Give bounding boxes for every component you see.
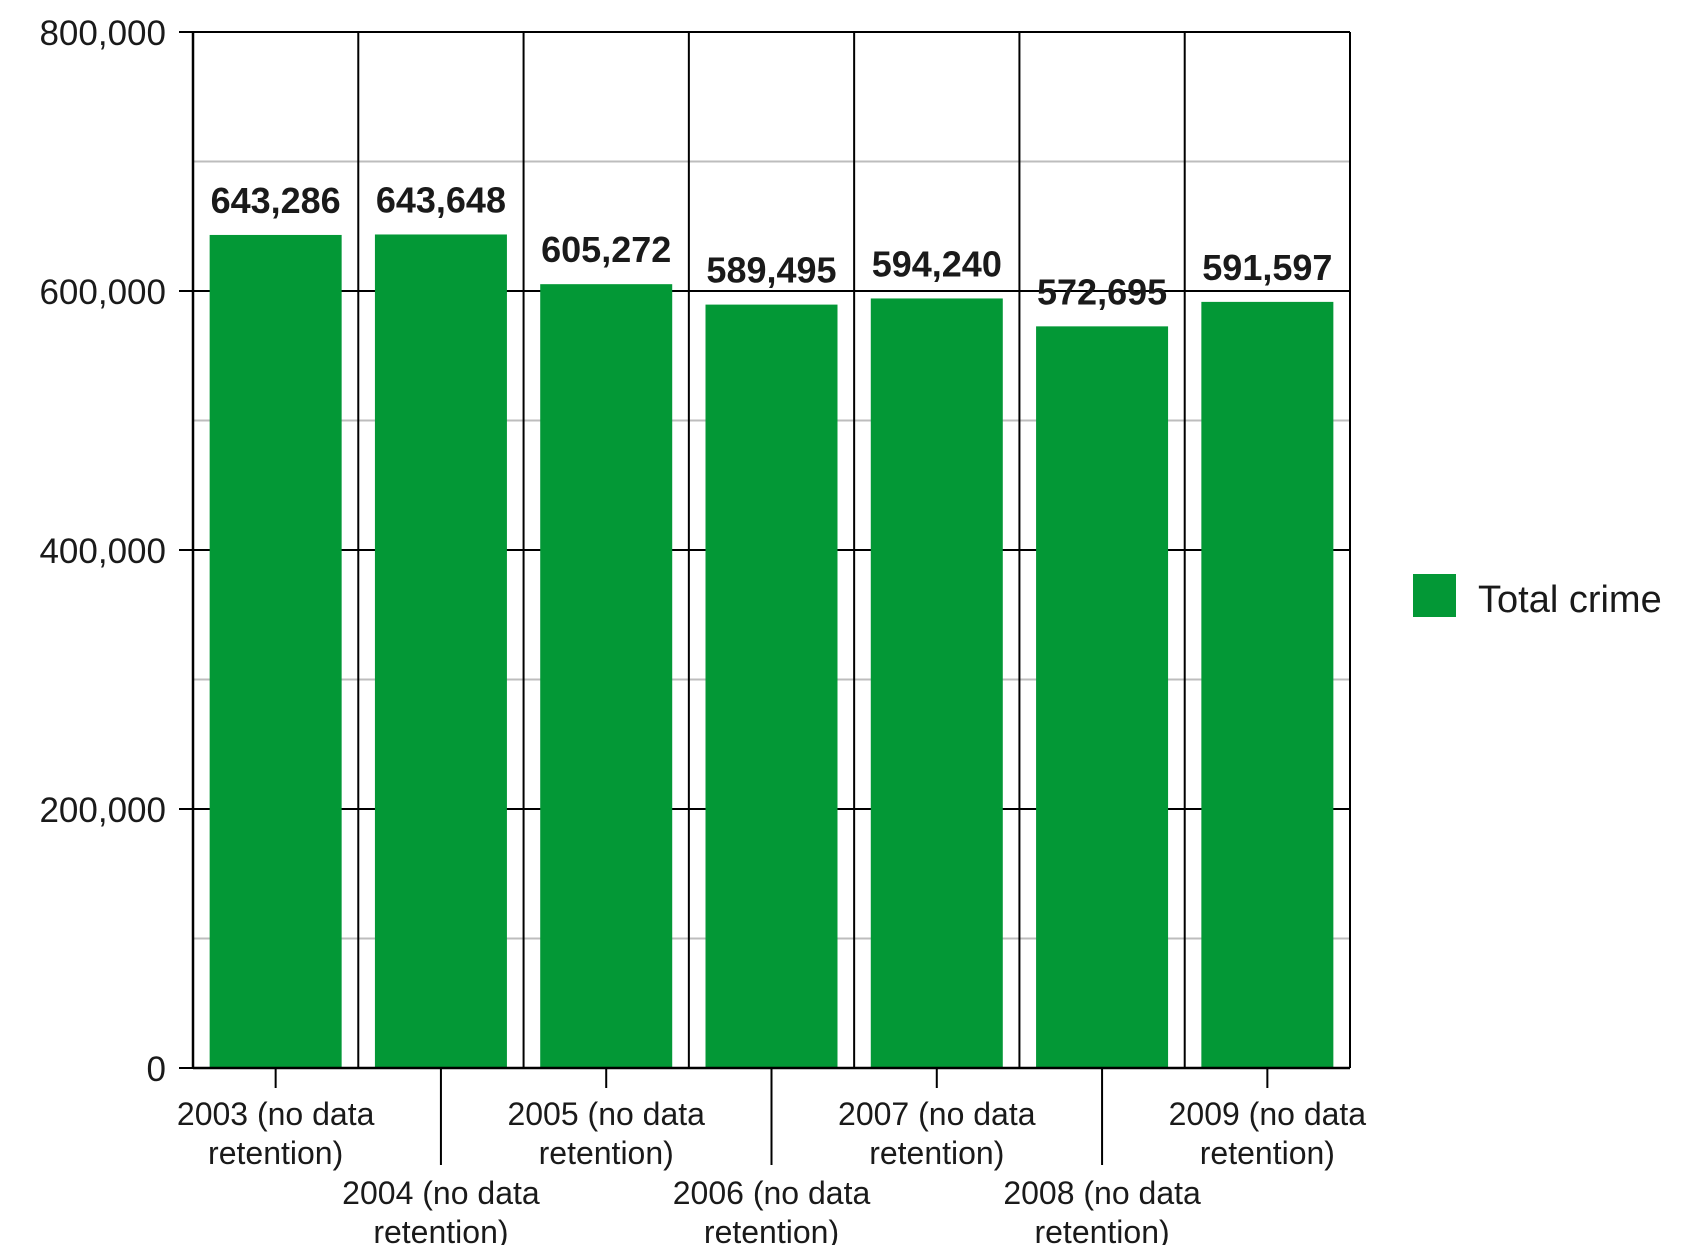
legend-swatch — [1413, 574, 1456, 617]
y-tick-label: 600,000 — [39, 273, 166, 312]
bar — [374, 234, 507, 1069]
x-category-label: 2009 (no data — [1169, 1096, 1367, 1132]
x-category-label: 2005 (no data — [507, 1096, 705, 1132]
data-label: 643,648 — [376, 179, 506, 220]
y-tick-label: 400,000 — [39, 532, 166, 571]
x-category-label: 2006 (no data — [673, 1175, 871, 1211]
x-category-label: 2007 (no data — [838, 1096, 1036, 1132]
bar — [1201, 301, 1334, 1068]
data-label: 605,272 — [541, 229, 671, 270]
bar — [705, 304, 838, 1068]
x-category-label: 2008 (no data — [1003, 1175, 1201, 1211]
x-category-label: retention) — [869, 1135, 1004, 1171]
bars — [209, 234, 1334, 1069]
legend: Total crime — [1413, 574, 1662, 621]
data-labels: 643,286 643,648 605,272 589,495 594,240 572,6… — [211, 179, 1333, 312]
y-tick-label: 200,000 — [39, 791, 166, 830]
x-category-label: retention) — [208, 1135, 343, 1171]
bar — [870, 298, 1003, 1068]
data-label: 594,240 — [872, 243, 1002, 284]
x-category-label: retention) — [1034, 1214, 1169, 1245]
bar — [540, 284, 673, 1069]
legend-label: Total crime — [1478, 579, 1662, 621]
data-label: 643,286 — [211, 180, 341, 221]
x-category-label: retention) — [539, 1135, 674, 1171]
x-category-label: 2003 (no data — [177, 1096, 375, 1132]
bar — [209, 234, 342, 1068]
y-tick-label: 800,000 — [39, 14, 166, 53]
x-category-label: retention) — [1200, 1135, 1335, 1171]
y-tick-label: 0 — [147, 1050, 166, 1089]
data-label: 589,495 — [706, 250, 836, 291]
x-category-label: retention) — [373, 1214, 508, 1245]
bar — [1036, 326, 1169, 1068]
x-category-label: 2004 (no data — [342, 1175, 540, 1211]
data-label: 591,597 — [1202, 247, 1332, 288]
x-category-label: retention) — [704, 1214, 839, 1245]
data-label: 572,695 — [1037, 271, 1167, 312]
axes: 0 200,000 400,000 600,000 800,000 2003 (no da… — [39, 14, 1366, 1245]
